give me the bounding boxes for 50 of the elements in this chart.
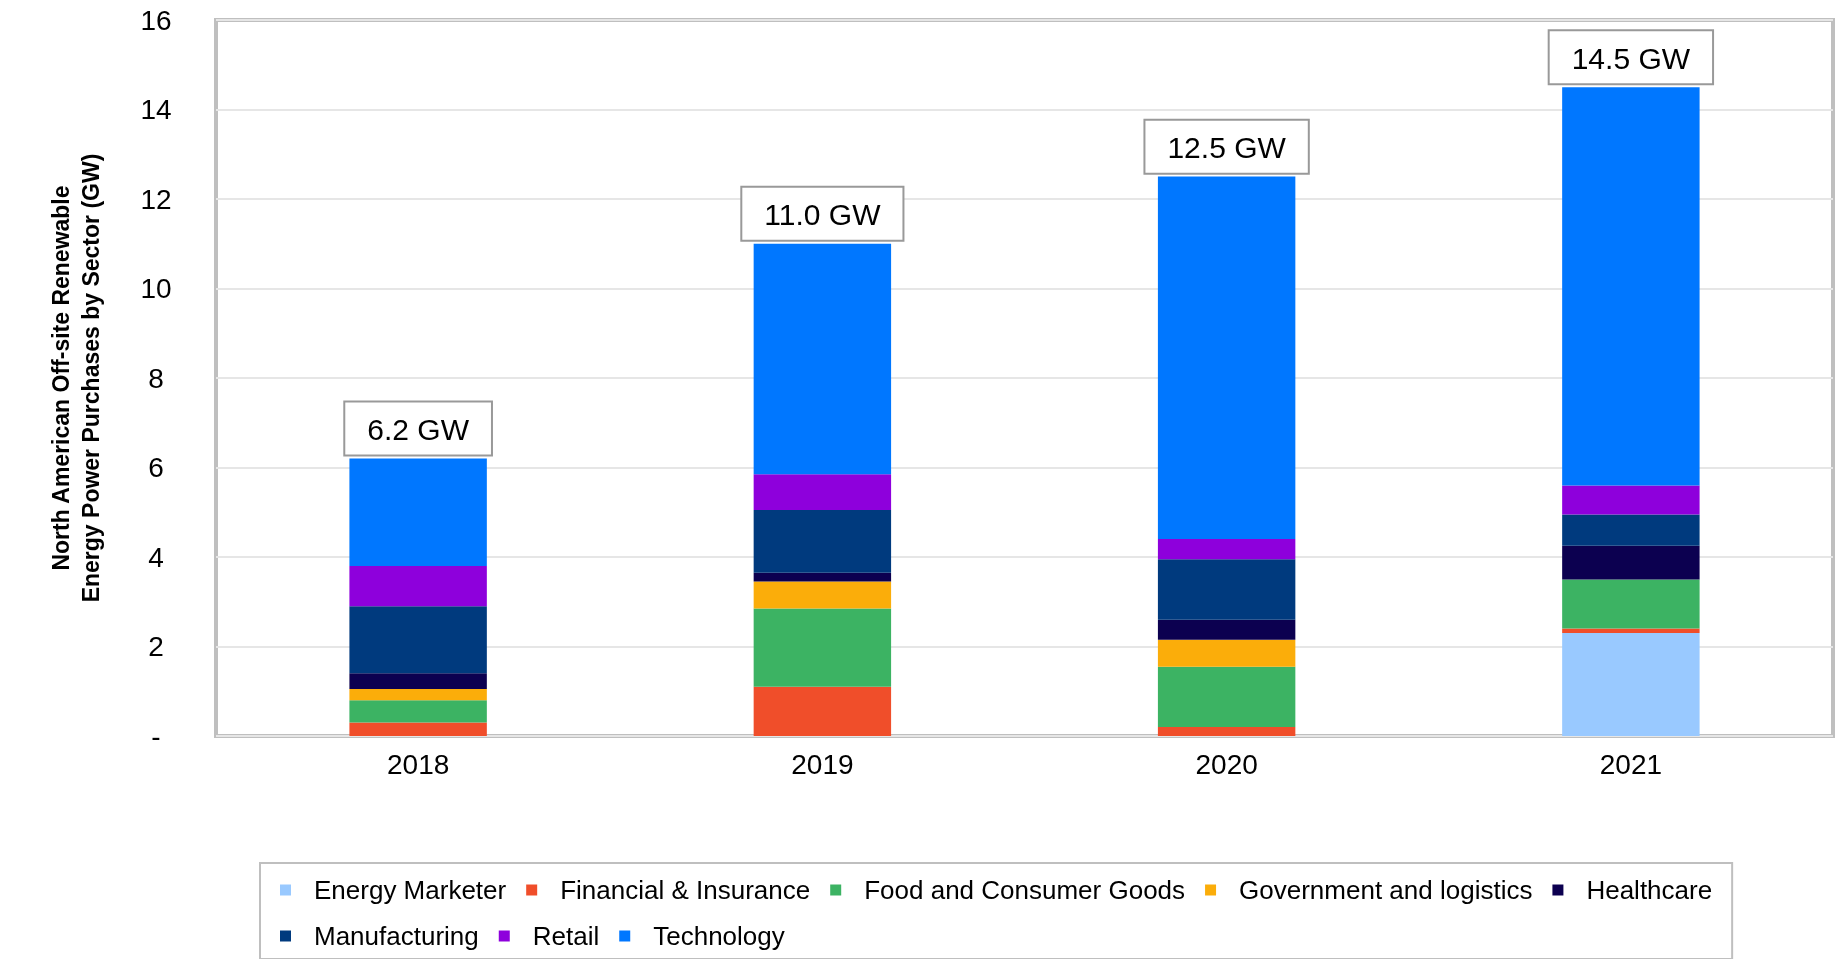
bar bbox=[1157, 619, 1296, 640]
bar bbox=[1562, 633, 1700, 736]
bar bbox=[1562, 485, 1700, 515]
x-tick-label: 2019 bbox=[791, 748, 854, 780]
bar bbox=[1562, 545, 1700, 580]
y-tick-label: 2 bbox=[148, 631, 164, 662]
bar bbox=[1562, 628, 1700, 634]
legend-label: Financial & Insurance bbox=[560, 875, 811, 905]
x-tick-label: 2018 bbox=[386, 748, 450, 780]
bar bbox=[1562, 579, 1700, 629]
bar bbox=[1157, 727, 1296, 736]
bar bbox=[349, 700, 487, 723]
bar bbox=[753, 608, 892, 687]
y-tick-label: 8 bbox=[148, 362, 164, 394]
bar bbox=[753, 572, 892, 582]
bar bbox=[1562, 514, 1700, 546]
bar bbox=[753, 686, 892, 736]
bar bbox=[1157, 639, 1296, 667]
legend-label: Technology bbox=[653, 921, 785, 951]
y-tick-label: 12 bbox=[140, 183, 172, 215]
y-tick-label: 10 bbox=[140, 273, 172, 304]
bar bbox=[349, 673, 487, 690]
bar bbox=[349, 689, 487, 701]
bar bbox=[753, 474, 892, 511]
y-tick-label: - bbox=[151, 720, 161, 752]
total-label: 12.5 GW bbox=[1167, 131, 1287, 165]
y-tick-label: 16 bbox=[140, 4, 172, 36]
legend-label: Government and logistics bbox=[1239, 875, 1533, 905]
y-axis-title: North American Off-site Renewable Energy Power Purchases by Sector (GW) bbox=[48, 153, 104, 603]
bar bbox=[349, 722, 487, 736]
legend-label: Food and Consumer Goods bbox=[864, 875, 1186, 905]
total-label: 14.5 GW bbox=[1571, 41, 1691, 75]
total-label: 11.0 GW bbox=[764, 198, 882, 232]
bar bbox=[1157, 666, 1296, 728]
legend-label: Healthcare bbox=[1586, 875, 1713, 905]
bar bbox=[1157, 559, 1296, 620]
x-tick-label: 2021 bbox=[1599, 748, 1663, 780]
bar bbox=[753, 581, 892, 609]
total-label: 6.2 GW bbox=[367, 413, 470, 447]
bar bbox=[1157, 539, 1296, 560]
bar bbox=[753, 510, 892, 573]
legend-label: Energy Marketer bbox=[314, 875, 507, 905]
y-tick-label: 6 bbox=[148, 452, 164, 483]
legend-label: Manufacturing bbox=[314, 921, 479, 951]
legend-label: Retail bbox=[532, 921, 600, 951]
bar bbox=[349, 565, 487, 607]
y-tick-label: 14 bbox=[140, 94, 172, 125]
bar bbox=[349, 606, 487, 674]
y-tick-label: 4 bbox=[148, 541, 164, 573]
x-tick-label: 2020 bbox=[1195, 748, 1258, 780]
